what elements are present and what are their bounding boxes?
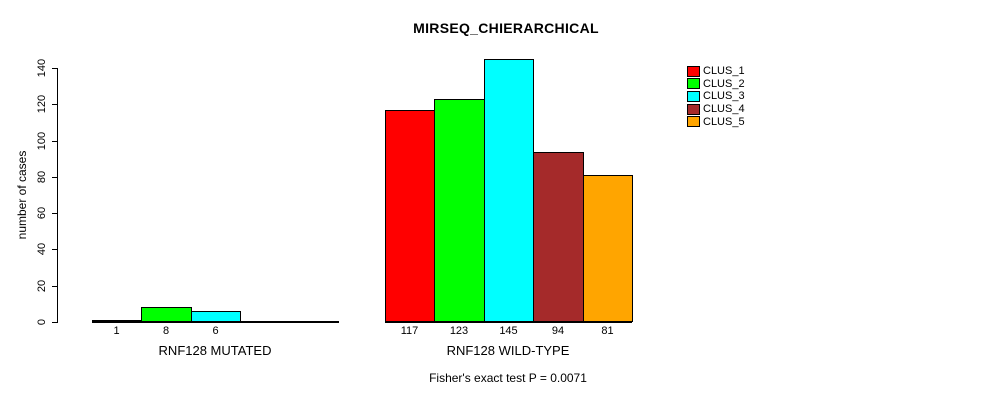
legend-swatch-icon bbox=[687, 116, 700, 128]
y-axis-tick bbox=[52, 322, 57, 323]
y-axis-tick-label: 140 bbox=[36, 58, 48, 78]
legend-item: CLUS_5 bbox=[687, 115, 745, 128]
bar-value-label: 117 bbox=[400, 325, 419, 337]
y-axis-tick-label: 80 bbox=[36, 170, 48, 184]
bar-value-label: 1 bbox=[113, 325, 120, 337]
bar-clus_3-group2 bbox=[484, 59, 534, 322]
bar-clus_2-group2 bbox=[434, 99, 485, 322]
x-group-label-wild-type: RNF128 WILD-TYPE bbox=[446, 343, 570, 358]
x-group-label-mutated: RNF128 MUTATED bbox=[158, 343, 272, 358]
y-axis-tick bbox=[52, 68, 57, 69]
bar-clus_2-group1 bbox=[141, 307, 192, 322]
y-axis-tick bbox=[52, 104, 57, 105]
legend-item: CLUS_2 bbox=[687, 78, 745, 91]
legend-label: CLUS_5 bbox=[703, 115, 745, 128]
bar-clus_3-group1 bbox=[191, 311, 241, 322]
y-axis-tick-label: 0 bbox=[36, 318, 48, 326]
bar-value-label: 81 bbox=[601, 325, 614, 337]
legend-swatch-icon bbox=[687, 90, 700, 102]
y-axis-tick bbox=[52, 286, 57, 287]
y-axis-label: number of cases bbox=[15, 150, 29, 240]
fishers-test-annotation: Fisher's exact test P = 0.0071 bbox=[429, 371, 587, 385]
legend-swatch-icon bbox=[687, 103, 700, 115]
legend-item: CLUS_1 bbox=[687, 65, 745, 78]
bar-value-label: 123 bbox=[449, 325, 469, 337]
legend-label: CLUS_3 bbox=[703, 90, 745, 103]
bar-value-label: 145 bbox=[499, 325, 518, 337]
legend-item: CLUS_4 bbox=[687, 103, 745, 116]
bar-clus_1-group1 bbox=[92, 320, 142, 322]
chart-title: MIRSEQ_CHIERARCHICAL bbox=[413, 20, 599, 36]
bar-value-label: 8 bbox=[162, 325, 170, 337]
y-axis-tick-label: 60 bbox=[36, 206, 48, 220]
bar-value-label: 94 bbox=[551, 325, 565, 337]
bar-clus_1-group2 bbox=[385, 110, 435, 322]
y-axis-tick-label: 120 bbox=[36, 94, 48, 114]
legend-item: CLUS_3 bbox=[687, 90, 745, 103]
y-axis-line bbox=[57, 68, 58, 323]
y-axis-tick-label: 100 bbox=[36, 131, 48, 151]
legend-swatch-icon bbox=[687, 65, 700, 77]
legend-label: CLUS_4 bbox=[703, 103, 745, 116]
y-axis-tick bbox=[52, 141, 57, 142]
legend-label: CLUS_2 bbox=[703, 77, 745, 90]
x-axis-baseline bbox=[92, 321, 339, 323]
legend-label: CLUS_1 bbox=[703, 65, 745, 78]
y-axis-tick-label: 20 bbox=[36, 279, 48, 293]
bar-clus_5-group2 bbox=[583, 175, 633, 322]
x-axis-baseline bbox=[385, 321, 632, 323]
y-axis-tick bbox=[52, 213, 57, 214]
bar-value-label: 6 bbox=[212, 325, 219, 337]
y-axis-tick bbox=[52, 177, 57, 178]
y-axis-tick-label: 40 bbox=[36, 242, 48, 256]
y-axis-tick bbox=[52, 249, 57, 250]
legend-swatch-icon bbox=[687, 78, 700, 90]
legend: CLUS_1 CLUS_2 CLUS_3 CLUS_4 CLUS_5 bbox=[687, 65, 745, 128]
bar-clus_4-group2 bbox=[533, 152, 584, 322]
